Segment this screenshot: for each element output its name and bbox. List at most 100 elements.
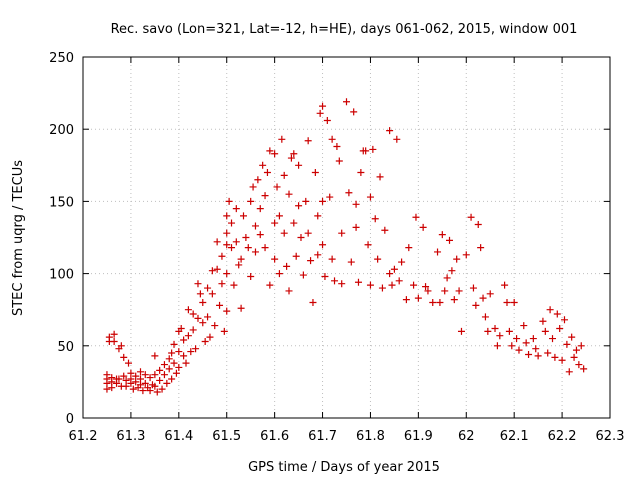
data-point — [493, 342, 501, 350]
data-point — [230, 281, 238, 289]
data-point — [256, 205, 264, 213]
data-point — [448, 267, 456, 275]
data-point — [319, 102, 327, 110]
data-point — [153, 388, 161, 396]
data-point — [376, 173, 384, 181]
data-point — [177, 324, 185, 332]
data-point — [122, 382, 130, 390]
data-point — [549, 335, 557, 343]
data-point — [362, 147, 370, 155]
data-point — [522, 339, 530, 347]
data-point — [208, 267, 216, 275]
data-point — [544, 349, 552, 357]
data-point — [247, 197, 255, 205]
data-point — [343, 98, 350, 106]
data-point — [251, 248, 259, 256]
x-tick-label: 62 — [458, 429, 475, 444]
data-point — [419, 223, 427, 231]
data-point — [381, 226, 389, 234]
data-point — [412, 213, 420, 221]
y-tick-label: 250 — [49, 51, 74, 66]
data-point — [189, 326, 197, 334]
data-point — [290, 150, 298, 158]
grid-lines — [83, 57, 610, 418]
data-point — [108, 384, 116, 392]
data-point — [304, 229, 312, 237]
y-axis-title: STEC from uqrg / TECUs — [11, 160, 26, 316]
data-point — [402, 296, 410, 304]
data-point — [259, 161, 267, 169]
data-point — [436, 298, 444, 306]
data-point — [204, 284, 212, 292]
data-point — [283, 262, 291, 270]
data-point — [558, 356, 566, 364]
data-points — [103, 98, 588, 396]
data-point — [513, 335, 521, 343]
data-point — [168, 349, 176, 357]
data-point — [168, 375, 176, 383]
data-point — [180, 352, 188, 360]
data-point — [232, 205, 240, 213]
data-point — [572, 346, 580, 354]
data-point — [374, 255, 382, 263]
data-point — [338, 280, 346, 288]
data-point — [103, 385, 111, 393]
x-tick-label: 61.8 — [356, 429, 385, 444]
data-point — [160, 371, 168, 379]
data-point — [113, 379, 121, 387]
data-point — [352, 200, 360, 208]
data-point — [151, 382, 159, 390]
x-tick-label: 61.2 — [69, 429, 98, 444]
data-point — [242, 234, 250, 241]
data-point — [405, 244, 413, 252]
data-point — [457, 327, 465, 335]
data-point — [120, 372, 128, 380]
data-point — [472, 301, 480, 309]
data-point — [247, 272, 255, 280]
data-point — [192, 345, 200, 353]
data-point — [393, 135, 401, 143]
data-point — [469, 284, 477, 292]
data-point — [237, 255, 245, 263]
data-point — [556, 324, 564, 332]
data-point — [304, 137, 312, 145]
data-point — [110, 337, 118, 345]
data-point — [501, 281, 509, 289]
data-point — [477, 244, 485, 252]
y-tick-label: 150 — [49, 195, 74, 210]
data-point — [539, 317, 547, 325]
data-point — [297, 234, 305, 241]
data-point — [266, 147, 274, 155]
data-point — [546, 306, 554, 314]
data-point — [575, 361, 583, 369]
y-tick-label: 50 — [57, 340, 74, 355]
data-point — [366, 281, 374, 289]
data-point — [275, 212, 283, 220]
data-point — [160, 361, 168, 369]
y-tick-label: 100 — [49, 268, 74, 283]
data-point — [199, 298, 207, 306]
data-point — [462, 251, 470, 259]
data-point — [290, 219, 298, 227]
data-point — [532, 345, 540, 353]
data-point — [378, 284, 386, 292]
data-point — [479, 294, 487, 302]
data-point — [254, 176, 262, 184]
data-point — [280, 229, 288, 237]
y-tick-label: 200 — [49, 123, 74, 138]
data-point — [314, 251, 322, 259]
data-point — [453, 255, 461, 263]
data-point — [211, 322, 219, 330]
data-point — [110, 330, 118, 338]
data-point — [505, 327, 513, 335]
data-point — [525, 350, 533, 358]
data-point — [216, 301, 224, 309]
data-point — [223, 229, 231, 237]
data-point — [424, 287, 432, 295]
x-tick-label: 61.3 — [116, 429, 145, 444]
data-point — [520, 322, 528, 330]
x-tick-label: 62.3 — [596, 429, 625, 444]
data-point — [189, 310, 197, 318]
data-point — [125, 359, 133, 367]
